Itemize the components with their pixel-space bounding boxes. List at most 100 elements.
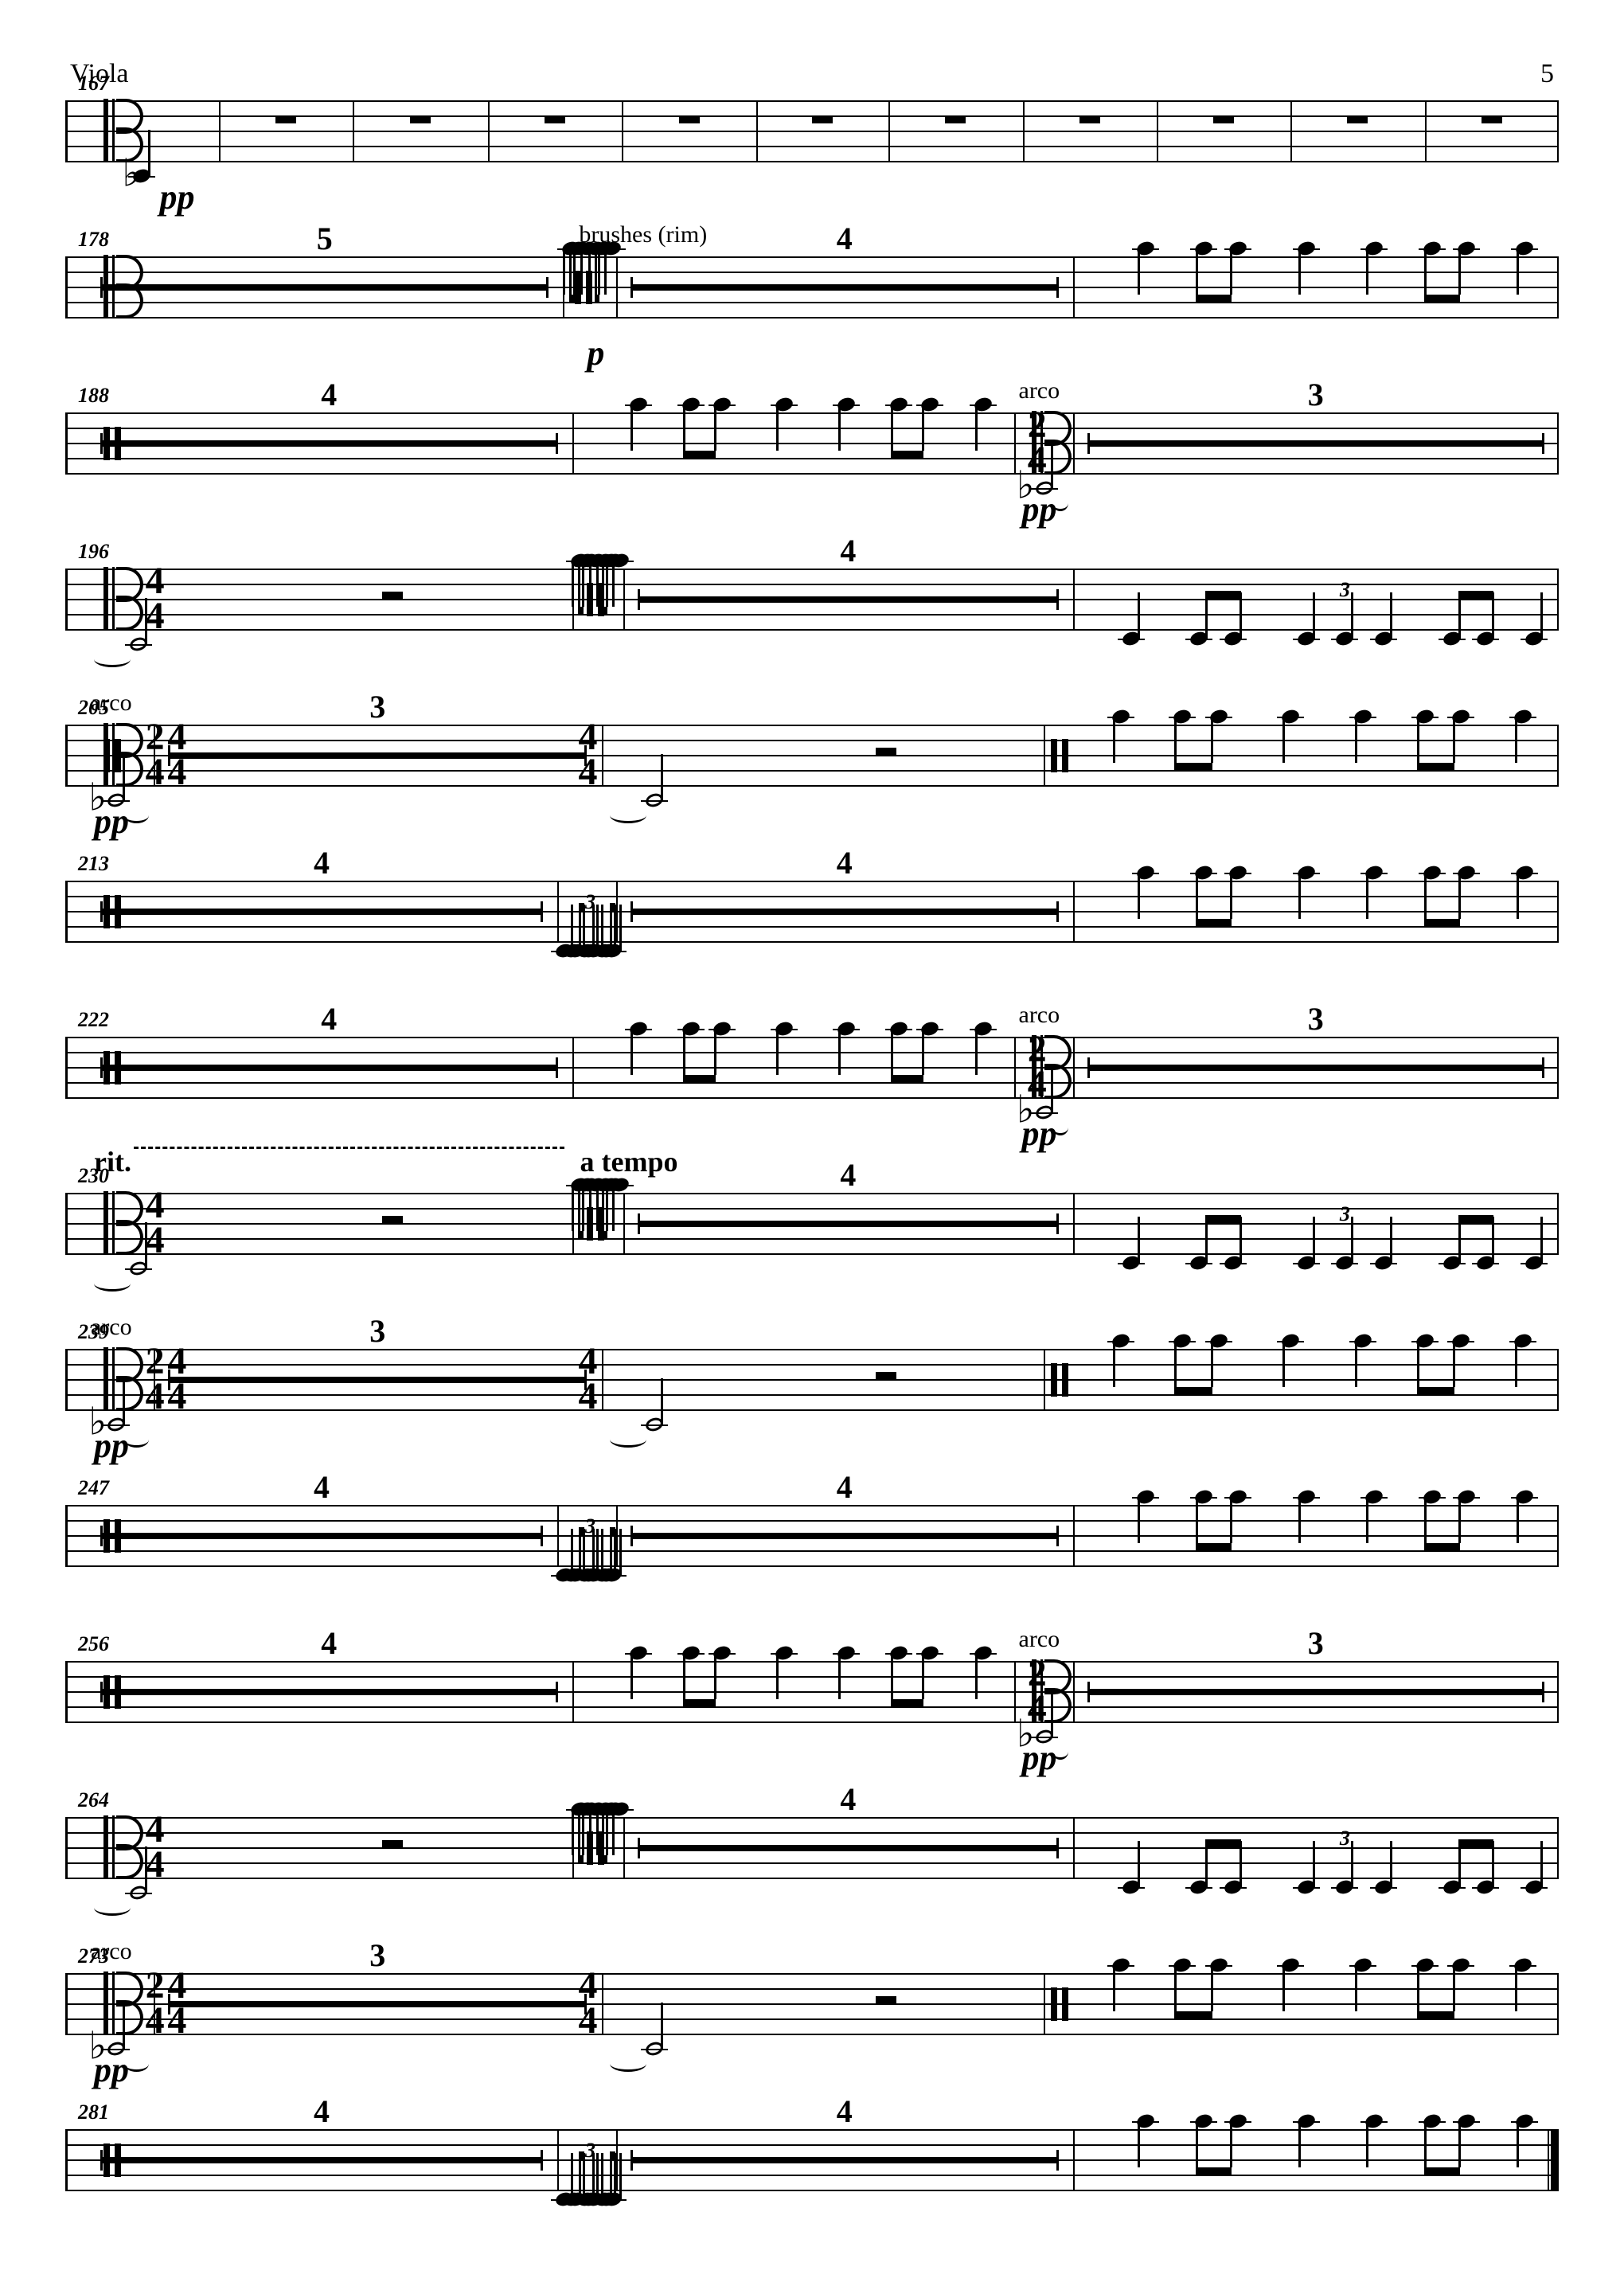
- staff-system: 44230rit.a tempo 43: [65, 1193, 1559, 1255]
- stem: [572, 561, 574, 607]
- staff-system: 44264 43: [65, 1817, 1559, 1879]
- barline: [1044, 1973, 1045, 2035]
- stem: [580, 248, 583, 295]
- stem: [1458, 248, 1461, 295]
- stem: [578, 561, 580, 607]
- stem: [838, 404, 841, 451]
- stem: [1205, 1841, 1208, 1887]
- stem: [1282, 717, 1285, 763]
- barline: [1557, 1037, 1559, 1099]
- stem: [1211, 1965, 1213, 2011]
- beam: [1417, 2011, 1454, 2019]
- barline: [154, 1973, 155, 2035]
- tuplet-number: 3: [1340, 1827, 1350, 1850]
- barline: [1073, 412, 1075, 475]
- barline: [488, 100, 490, 162]
- stem: [1282, 1965, 1285, 2011]
- barline: [1557, 412, 1559, 475]
- sheet-music-page: Viola 5 167♭pp 178 5pbrushes (rim) 4 188…: [0, 0, 1624, 2255]
- stem: [1366, 873, 1368, 919]
- stem: [1051, 1066, 1053, 1112]
- stem: [975, 404, 978, 451]
- stem: [1205, 592, 1208, 639]
- stem: [602, 561, 604, 607]
- stem: [1417, 1965, 1419, 2011]
- beam: [1205, 591, 1241, 599]
- staff: 281 43 4: [65, 2129, 1559, 2191]
- barline: [353, 100, 354, 162]
- staff: 213 43 4: [65, 881, 1559, 943]
- time-signature: 44: [572, 1344, 604, 1414]
- stem: [1313, 592, 1315, 639]
- stem: [683, 404, 685, 451]
- barline: [1073, 2129, 1075, 2191]
- multimeasure-rest-count: 4: [837, 844, 853, 881]
- whole-rest: [679, 115, 700, 123]
- stem: [922, 1653, 924, 1699]
- system-start-bar: [65, 1505, 68, 1567]
- beam: [579, 2151, 584, 2159]
- barline: [1073, 256, 1075, 318]
- multimeasure-rest-count: 4: [321, 376, 337, 413]
- stem: [838, 1029, 841, 1075]
- measure-number: 213: [78, 852, 109, 876]
- ledger-line: [125, 644, 152, 646]
- systems-container: 167♭pp 178 5pbrushes (rim) 4 188 424♭arc…: [65, 100, 1559, 2191]
- stem: [589, 561, 591, 607]
- barline: [154, 725, 155, 787]
- stem: [683, 1029, 685, 1075]
- system-start-bar: [65, 569, 68, 631]
- stem: [1113, 1341, 1115, 1387]
- multimeasure-rest: [630, 1526, 1059, 1546]
- multimeasure-rest-count: 4: [837, 1468, 853, 1506]
- stem: [1366, 2121, 1368, 2167]
- staff: 2427344♭arcopp 344: [65, 1973, 1559, 2035]
- staff: 44196 43: [65, 569, 1559, 631]
- stem: [123, 2003, 125, 2049]
- system-start-bar: [65, 2129, 68, 2191]
- stem: [612, 561, 615, 607]
- stem: [596, 1185, 599, 1231]
- staff: 167♭pp: [65, 100, 1559, 162]
- multimeasure-rest: [630, 2150, 1059, 2171]
- stem: [123, 754, 125, 800]
- stem: [1313, 1841, 1315, 1887]
- system-start-bar: [65, 725, 68, 787]
- stem: [569, 248, 572, 295]
- barline: [1557, 569, 1559, 631]
- stem: [1458, 2121, 1461, 2167]
- stem: [714, 404, 716, 451]
- stem: [582, 1809, 584, 1855]
- system-start-bar: [65, 1193, 68, 1255]
- stem: [776, 404, 779, 451]
- stem: [661, 754, 663, 800]
- stem: [1458, 1217, 1461, 1263]
- stem: [1196, 248, 1198, 295]
- staff: 188 424♭arcopp 3: [65, 412, 1559, 475]
- staff-system: 213 43 4: [65, 881, 1559, 943]
- dynamic-marking: pp: [1022, 1737, 1057, 1778]
- staff-system: 2420544♭arcopp 344: [65, 725, 1559, 787]
- multimeasure-rest: [1087, 1682, 1545, 1702]
- barline: [1290, 100, 1292, 162]
- beam: [578, 607, 584, 615]
- multimeasure-rest: [100, 277, 548, 298]
- staff: 44230rit.a tempo 43: [65, 1193, 1559, 1255]
- stem: [572, 1809, 574, 1855]
- multimeasure-rest-count: 4: [837, 220, 853, 257]
- stem: [123, 1378, 125, 1424]
- beam: [1196, 919, 1232, 927]
- multimeasure-rest: [100, 2150, 543, 2171]
- dynamic-marking: p: [587, 333, 604, 373]
- multimeasure-rest: [630, 277, 1059, 298]
- stem: [598, 248, 600, 295]
- stem: [1424, 2121, 1427, 2167]
- stem: [595, 248, 597, 295]
- beam: [602, 607, 607, 615]
- barline: [219, 100, 221, 162]
- stem: [572, 1185, 574, 1231]
- barline: [1073, 1037, 1075, 1099]
- beam: [891, 1075, 923, 1083]
- beam: [595, 295, 600, 303]
- beam: [610, 903, 615, 911]
